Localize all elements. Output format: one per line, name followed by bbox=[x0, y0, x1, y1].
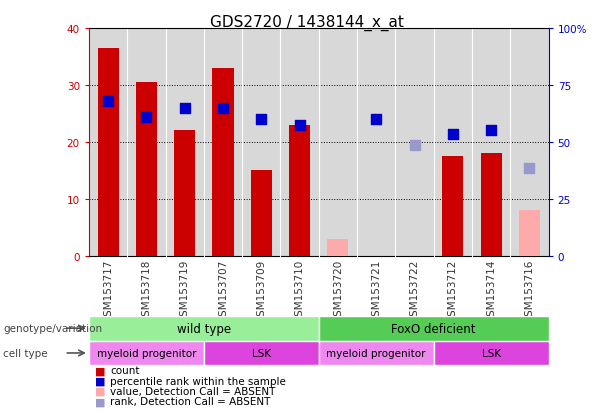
Text: percentile rank within the sample: percentile rank within the sample bbox=[110, 376, 286, 386]
Point bbox=[371, 116, 381, 123]
Text: ■: ■ bbox=[95, 396, 105, 406]
Text: GDS2720 / 1438144_x_at: GDS2720 / 1438144_x_at bbox=[210, 14, 403, 31]
Text: GSM153709: GSM153709 bbox=[256, 259, 266, 322]
Bar bbox=[213, 69, 234, 256]
Text: GSM153718: GSM153718 bbox=[142, 259, 151, 322]
Text: GSM153712: GSM153712 bbox=[448, 259, 458, 322]
Bar bbox=[327, 239, 348, 256]
Text: LSK: LSK bbox=[482, 348, 501, 358]
Bar bbox=[89, 341, 204, 366]
Text: GSM153720: GSM153720 bbox=[333, 259, 343, 322]
Text: GSM153710: GSM153710 bbox=[295, 259, 305, 322]
Bar bbox=[251, 171, 272, 256]
Text: value, Detection Call = ABSENT: value, Detection Call = ABSENT bbox=[110, 386, 276, 396]
Text: wild type: wild type bbox=[177, 322, 231, 335]
Point bbox=[180, 105, 189, 112]
Text: FoxO deficient: FoxO deficient bbox=[392, 322, 476, 335]
Bar bbox=[481, 154, 501, 256]
Point bbox=[525, 165, 535, 172]
Text: ■: ■ bbox=[95, 366, 105, 375]
Text: count: count bbox=[110, 366, 140, 375]
Point bbox=[409, 142, 419, 149]
Text: GSM153714: GSM153714 bbox=[486, 259, 496, 322]
Point bbox=[142, 114, 151, 121]
Point bbox=[295, 122, 305, 129]
Bar bbox=[97, 49, 118, 256]
Bar bbox=[319, 341, 434, 366]
Text: GSM153716: GSM153716 bbox=[525, 259, 535, 322]
Bar bbox=[174, 131, 195, 256]
Bar bbox=[204, 341, 319, 366]
Text: cell type: cell type bbox=[3, 348, 48, 358]
Bar bbox=[289, 126, 310, 256]
Text: ■: ■ bbox=[95, 376, 105, 386]
Bar bbox=[89, 316, 319, 341]
Text: ■: ■ bbox=[95, 386, 105, 396]
Bar bbox=[136, 83, 157, 256]
Text: genotype/variation: genotype/variation bbox=[3, 323, 102, 333]
Point bbox=[448, 131, 458, 138]
Point bbox=[486, 128, 496, 134]
Text: GSM153722: GSM153722 bbox=[409, 259, 419, 322]
Text: myeloid progenitor: myeloid progenitor bbox=[327, 348, 426, 358]
Text: GSM153721: GSM153721 bbox=[371, 259, 381, 322]
Point bbox=[256, 116, 266, 123]
Bar bbox=[319, 316, 549, 341]
Text: GSM153707: GSM153707 bbox=[218, 259, 228, 322]
Text: GSM153719: GSM153719 bbox=[180, 259, 189, 322]
Bar bbox=[443, 157, 463, 256]
Point bbox=[218, 105, 228, 112]
Text: LSK: LSK bbox=[252, 348, 271, 358]
Text: GSM153717: GSM153717 bbox=[103, 259, 113, 322]
Bar bbox=[434, 341, 549, 366]
Point bbox=[103, 98, 113, 105]
Text: rank, Detection Call = ABSENT: rank, Detection Call = ABSENT bbox=[110, 396, 271, 406]
Text: myeloid progenitor: myeloid progenitor bbox=[97, 348, 196, 358]
Bar bbox=[519, 211, 540, 256]
